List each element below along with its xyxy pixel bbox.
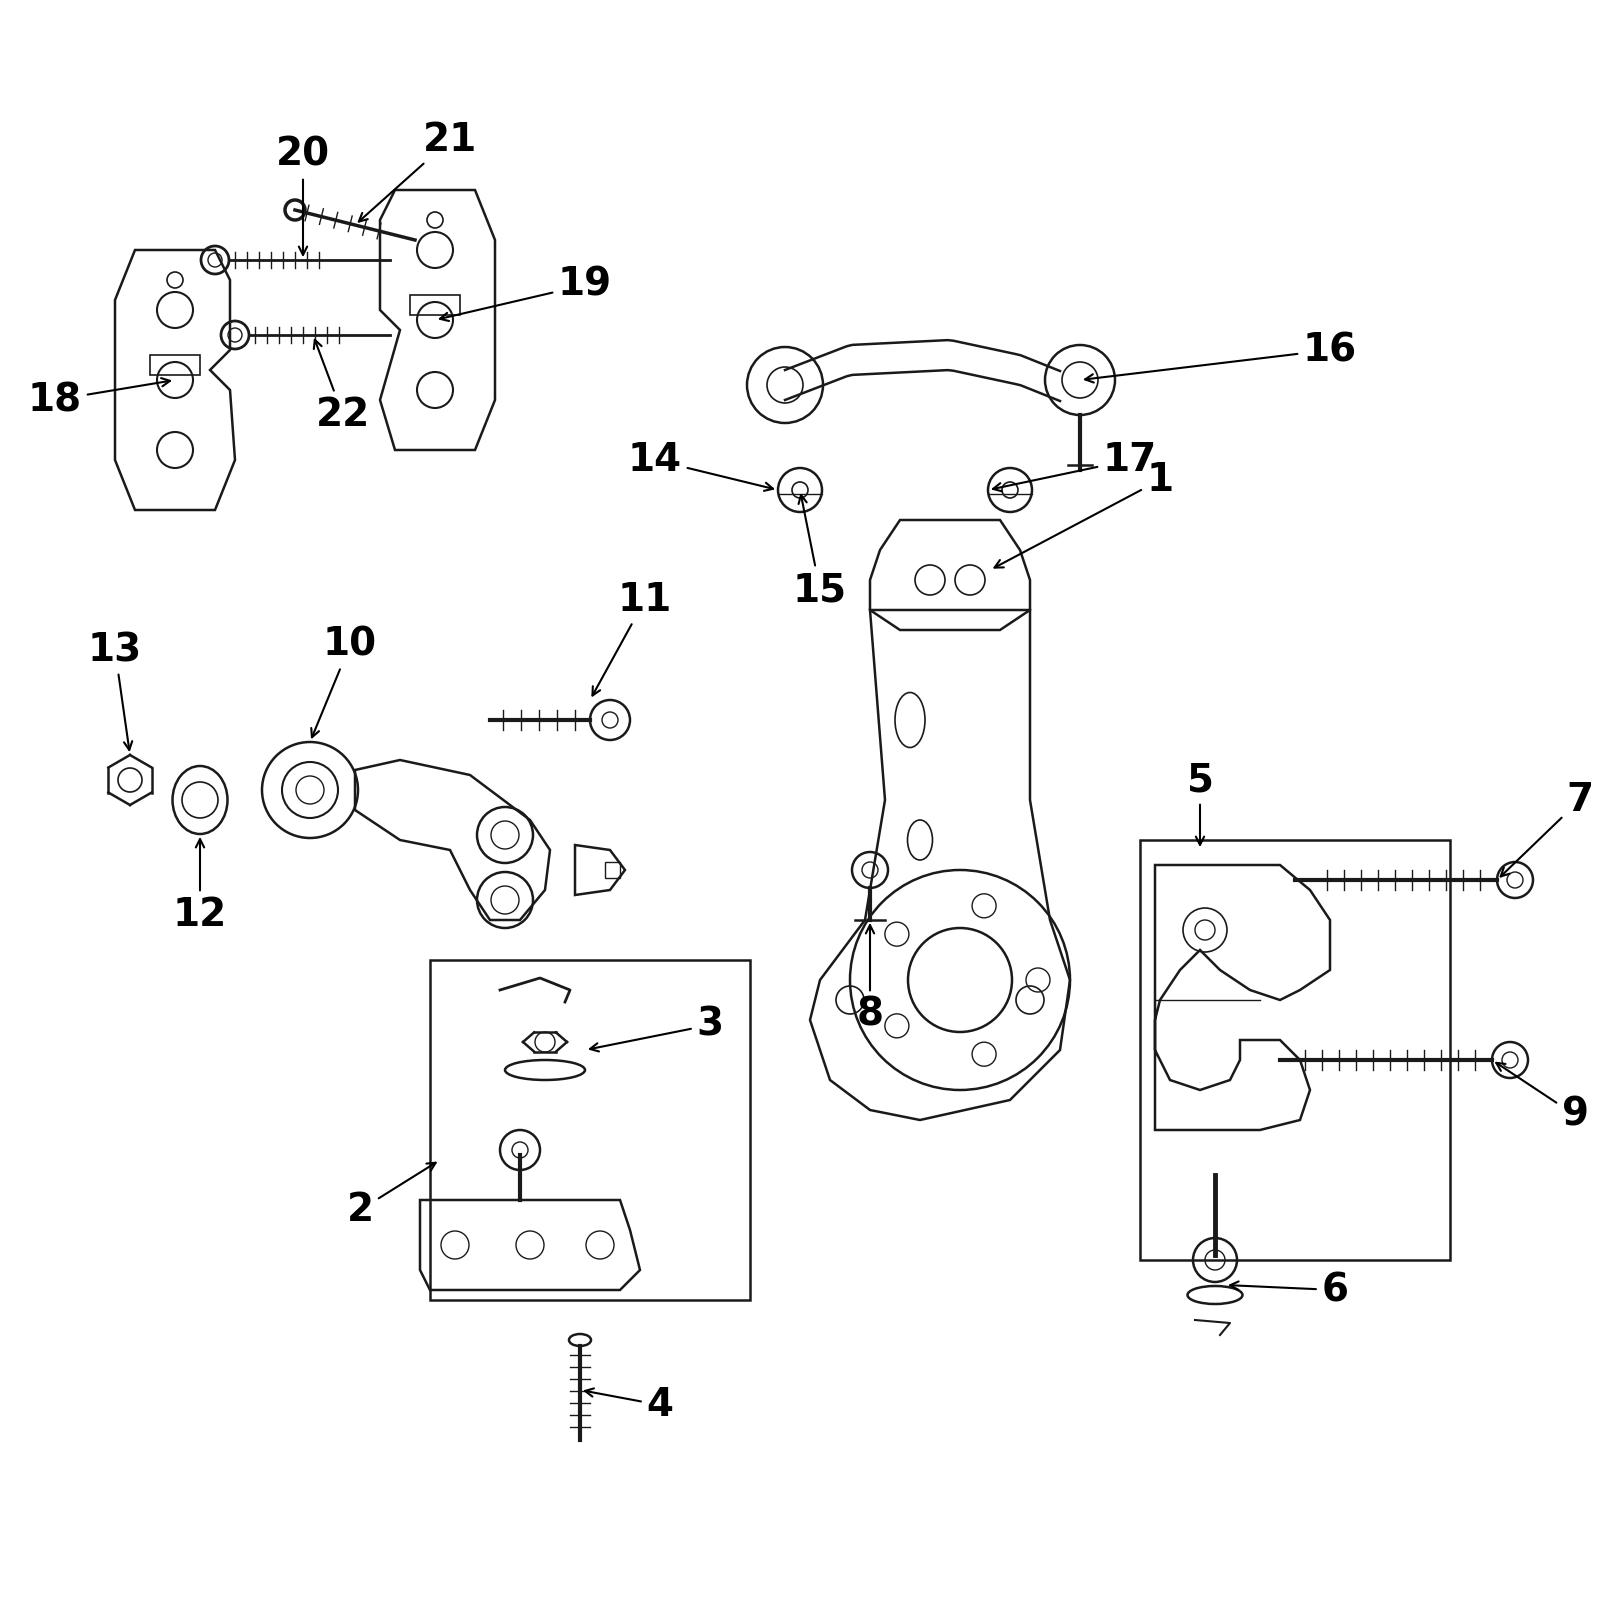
Text: 17: 17 xyxy=(994,442,1157,491)
Bar xyxy=(410,294,461,315)
Bar xyxy=(605,862,621,878)
Text: 12: 12 xyxy=(173,838,227,934)
Text: 22: 22 xyxy=(314,339,370,434)
Text: 6: 6 xyxy=(1230,1270,1349,1309)
Text: 15: 15 xyxy=(794,494,846,610)
Text: 19: 19 xyxy=(440,266,613,322)
Bar xyxy=(1139,840,1450,1261)
Text: 4: 4 xyxy=(586,1386,674,1424)
Text: 7: 7 xyxy=(1501,781,1594,877)
Text: 9: 9 xyxy=(1496,1062,1589,1134)
Text: 16: 16 xyxy=(1085,331,1357,382)
Text: 21: 21 xyxy=(358,122,477,221)
Text: 8: 8 xyxy=(856,925,883,1034)
Text: 11: 11 xyxy=(592,581,672,696)
Text: 2: 2 xyxy=(347,1163,435,1229)
Text: 1: 1 xyxy=(995,461,1173,568)
Text: 3: 3 xyxy=(590,1006,723,1051)
Text: 18: 18 xyxy=(27,378,170,419)
Text: 20: 20 xyxy=(275,136,330,254)
Bar xyxy=(430,960,750,1299)
Text: 10: 10 xyxy=(312,626,378,738)
Text: 13: 13 xyxy=(88,630,142,750)
Text: 14: 14 xyxy=(627,442,773,491)
Bar xyxy=(150,355,200,374)
Text: 5: 5 xyxy=(1187,762,1213,845)
